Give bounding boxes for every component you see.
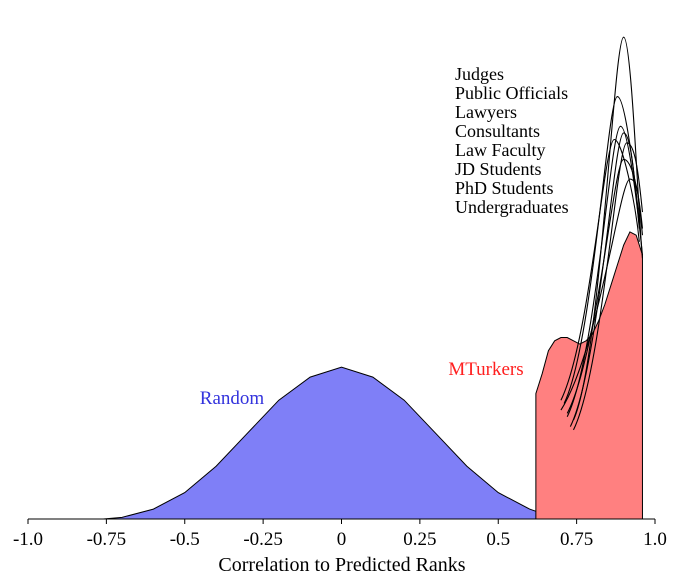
x-tick-label: 0.5 — [486, 529, 510, 550]
area-random — [103, 366, 549, 520]
group-label-public-officials: Public Officials — [455, 83, 568, 103]
x-tick-label: 0 — [337, 529, 347, 550]
random-label: Random — [200, 388, 265, 409]
x-tick-label: -1.0 — [13, 529, 43, 550]
group-label-jd-students: JD Students — [455, 159, 542, 179]
x-tick-label: 1.0 — [643, 529, 667, 550]
x-tick-label: 0.75 — [560, 529, 593, 550]
group-label-consultants: Consultants — [455, 121, 540, 141]
x-tick-label: 0.25 — [403, 529, 436, 550]
group-label-lawyers: Lawyers — [455, 102, 517, 122]
group-label-undergraduates: Undergraduates — [455, 197, 569, 217]
line-law-faculty — [560, 138, 640, 401]
mturkers-label: MTurkers — [448, 359, 523, 380]
x-axis: -1.0 -0.75 -0.5 -0.25 0 0.25 0.5 0.75 1.0 — [13, 518, 667, 550]
labels-layer: Random MTurkers Correlation to Predicted… — [200, 64, 569, 576]
group-lines-layer — [560, 36, 644, 431]
x-tick-label: -0.5 — [170, 529, 200, 550]
line-undergraduates — [560, 178, 644, 411]
areas-layer — [103, 231, 643, 520]
group-label-law-faculty: Law Faculty — [455, 140, 545, 160]
group-label-phd-students: PhD Students — [455, 178, 554, 198]
x-tick-label: -0.75 — [87, 529, 127, 550]
x-axis-label: Correlation to Predicted Ranks — [218, 554, 465, 576]
x-tick-label: -0.25 — [243, 529, 283, 550]
group-label-judges: Judges — [455, 64, 504, 84]
